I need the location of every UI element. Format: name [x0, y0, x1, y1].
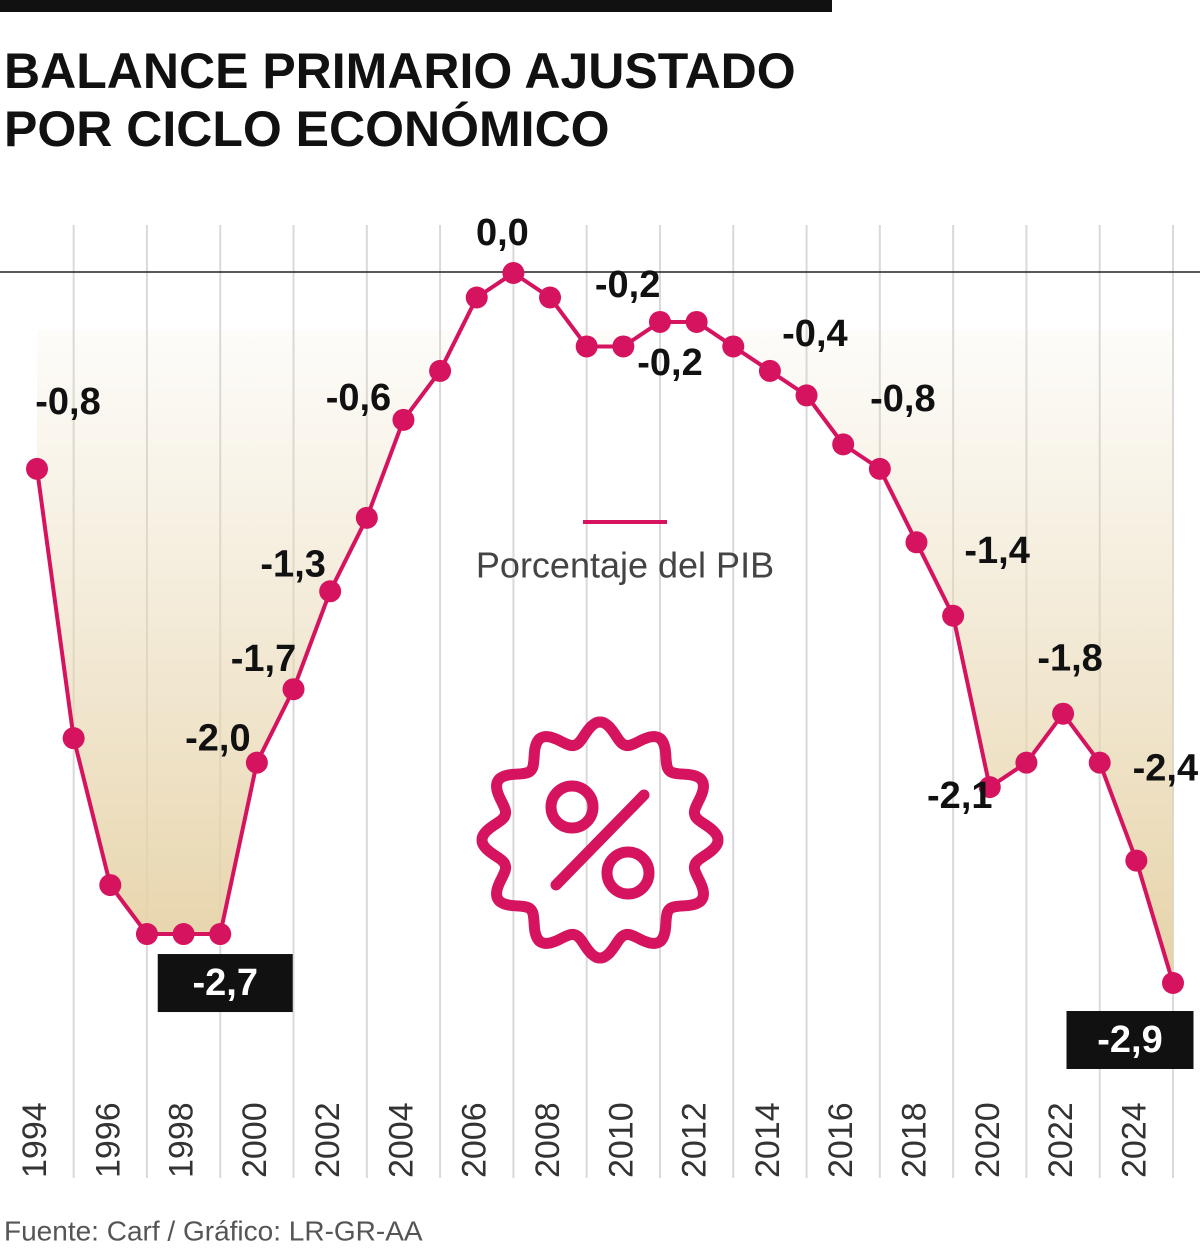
x-tick-label: 2020: [969, 1102, 1007, 1178]
x-tick-label: 2024: [1115, 1102, 1153, 1178]
x-tick-label: 2010: [602, 1102, 640, 1178]
point: [868, 457, 891, 480]
value-label: -2,1: [927, 775, 992, 817]
percent-icon: [476, 716, 724, 964]
value-label: -2,0: [185, 718, 250, 760]
value-label: -1,7: [231, 638, 296, 680]
x-tick-label: 2002: [309, 1102, 347, 1178]
value-label: -0,2: [637, 342, 702, 384]
x-tick-label: 2008: [529, 1102, 567, 1178]
value-label: -1,4: [964, 530, 1029, 572]
point: [172, 923, 195, 946]
value-label: -2,4: [1133, 748, 1198, 790]
value-label: -0,8: [870, 378, 935, 420]
value-label: -2,9: [1097, 1019, 1162, 1061]
value-label: -0,2: [595, 264, 660, 306]
x-tick-label: 1994: [16, 1102, 54, 1178]
top-bar: [0, 0, 832, 12]
point: [1088, 751, 1111, 774]
label-box: [1066, 1011, 1194, 1069]
point: [26, 457, 48, 480]
point: [355, 506, 378, 529]
x-tick-label: 2016: [822, 1102, 860, 1178]
x-tick-label: 1998: [163, 1102, 201, 1178]
x-tick-label: 2018: [895, 1102, 933, 1178]
point: [392, 408, 415, 431]
legend-label: Porcentaje del PIB: [476, 545, 774, 586]
value-label: -1,3: [260, 543, 325, 585]
point: [648, 310, 671, 333]
value-label: -0,6: [326, 377, 391, 419]
point: [832, 433, 855, 456]
point: [1015, 751, 1038, 774]
line: [35, 271, 1175, 984]
value-label: -0,8: [35, 381, 100, 423]
point: [282, 678, 305, 701]
x-tick-label: 2014: [749, 1102, 787, 1178]
point: [465, 286, 488, 309]
point: [978, 776, 1001, 799]
chart-title: BALANCE PRIMARIO AJUSTADO: [4, 43, 796, 99]
point: [1052, 702, 1075, 725]
value-label: -1,8: [1037, 638, 1102, 680]
area-fill: [37, 330, 1173, 983]
x-tick-label: 2000: [236, 1102, 274, 1178]
x-tick-label: 2012: [676, 1102, 714, 1178]
point: [539, 286, 562, 309]
point: [942, 604, 965, 627]
point: [99, 874, 122, 897]
source: Fuente: Carf / Gráfico: LR-GR-AA: [4, 1215, 423, 1246]
icon-slash: [550, 789, 650, 891]
x-tick-label: 1996: [89, 1102, 127, 1178]
x-tick-label: 2022: [1042, 1102, 1080, 1178]
point: [62, 727, 85, 750]
point: [1125, 849, 1148, 872]
icon-dot: [545, 780, 599, 834]
badge: [476, 716, 724, 964]
point: [319, 580, 342, 603]
point: [685, 310, 708, 333]
point: [612, 335, 635, 358]
x-tick-label: 2004: [382, 1102, 420, 1178]
point: [135, 923, 158, 946]
point: [795, 384, 818, 407]
value-label: 0,0: [476, 212, 529, 254]
point: [722, 335, 745, 358]
point: [209, 923, 232, 946]
chart-title: POR CICLO ECONÓMICO: [4, 101, 610, 157]
point: [502, 262, 525, 284]
value-label: -0,4: [782, 313, 847, 355]
label-box: [157, 954, 293, 1013]
point: [575, 335, 598, 358]
point: [245, 751, 268, 774]
point: [429, 359, 452, 382]
x-tick-label: 2006: [456, 1102, 494, 1178]
point: [905, 531, 928, 554]
point: [1162, 972, 1184, 994]
point: [758, 359, 781, 382]
value-label: -2,7: [192, 962, 257, 1004]
icon-dot: [601, 846, 655, 900]
